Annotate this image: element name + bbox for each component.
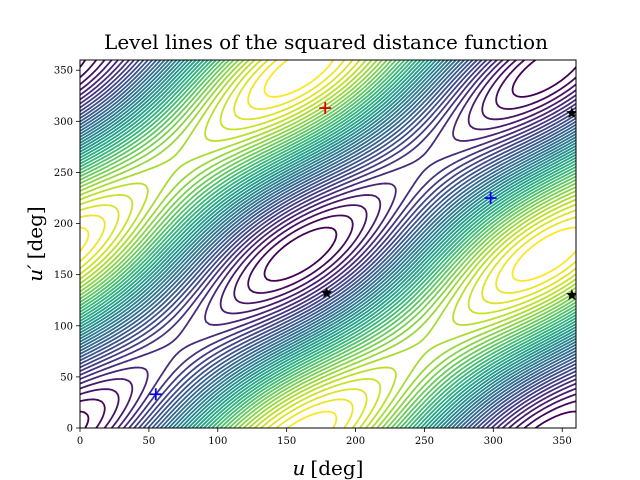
- saddle-marker: [566, 107, 576, 119]
- plot-frame: [79, 59, 577, 429]
- contour-level: [80, 60, 576, 428]
- contour-level: [80, 60, 576, 428]
- contour-level: [80, 60, 576, 428]
- contour-level: [80, 60, 576, 428]
- y-tick-label: 350: [54, 66, 73, 77]
- contour-level: [80, 60, 576, 428]
- contour-level: [80, 60, 576, 428]
- x-tick-label: 0: [77, 436, 83, 447]
- contour-level: [80, 60, 576, 428]
- y-axis-label-unit: [deg]: [23, 206, 47, 259]
- contour-level: [80, 60, 576, 428]
- x-tick-label: 100: [208, 436, 227, 447]
- contour-level: [80, 60, 576, 428]
- y-axis-label: u′ [deg]: [23, 206, 47, 281]
- contour-level: [80, 60, 576, 428]
- contour-level: [80, 60, 576, 428]
- x-tick-label: 300: [484, 436, 503, 447]
- contour-level: [80, 60, 576, 428]
- contour-level: [80, 60, 576, 428]
- contour-level: [80, 60, 576, 428]
- x-tick-label: 150: [277, 436, 296, 447]
- contour-level: [80, 60, 576, 428]
- contour-level: [80, 60, 576, 428]
- contour-level: [80, 60, 576, 428]
- contour-level: [80, 60, 576, 428]
- contour-level: [80, 60, 576, 428]
- contour-level: [80, 60, 576, 428]
- saddle-marker: [566, 289, 576, 300]
- contour-lines: [80, 60, 576, 428]
- contour-level: [80, 60, 576, 428]
- x-tick-label: 350: [553, 436, 572, 447]
- y-axis-label-symbol: u′: [23, 264, 47, 282]
- contour-level: [80, 60, 576, 428]
- minimum-marker: [149, 388, 162, 401]
- contour-level: [80, 60, 576, 428]
- contour-level: [80, 60, 576, 428]
- y-tick-label: 200: [54, 219, 73, 230]
- maximum-marker: [319, 102, 332, 115]
- y-tick-label: 100: [54, 321, 73, 332]
- y-axis-ticks: 0 50 100 150 200 250 300 350: [54, 66, 80, 435]
- contour-level: [80, 60, 576, 428]
- x-tick-label: 250: [415, 436, 434, 447]
- contour-level: [80, 60, 576, 428]
- contour-level: [80, 60, 576, 428]
- contour-level: [80, 60, 576, 428]
- x-axis-label: u [deg]: [293, 456, 364, 480]
- x-tick-label: 50: [143, 436, 156, 447]
- x-axis-label-symbol: u: [293, 456, 306, 480]
- chart-title: Level lines of the squared distance func…: [104, 30, 548, 54]
- contour-level: [80, 60, 576, 428]
- minimum-marker: [484, 192, 497, 204]
- contour-level: [80, 60, 576, 428]
- contour-level: [80, 60, 576, 428]
- y-tick-label: 150: [54, 270, 73, 281]
- x-axis-label-unit: [deg]: [310, 456, 363, 480]
- y-tick-label: 0: [67, 424, 73, 435]
- extrema-markers: [149, 102, 576, 401]
- y-tick-label: 300: [54, 117, 73, 128]
- saddle-marker: [320, 287, 333, 298]
- y-tick-label: 250: [54, 168, 73, 179]
- contour-level: [80, 60, 576, 428]
- x-tick-label: 200: [346, 436, 365, 447]
- contour-level: [80, 60, 576, 428]
- contour-level: [80, 60, 576, 428]
- x-axis-ticks: 0 50 100 150 200 250 300 350: [77, 428, 572, 447]
- contour-level: [80, 60, 576, 428]
- y-tick-label: 50: [60, 372, 73, 383]
- contour-level: [80, 60, 576, 428]
- contour-level: [80, 60, 576, 428]
- contour-level: [80, 60, 576, 428]
- contour-level: [80, 60, 576, 428]
- contour-level: [80, 60, 576, 428]
